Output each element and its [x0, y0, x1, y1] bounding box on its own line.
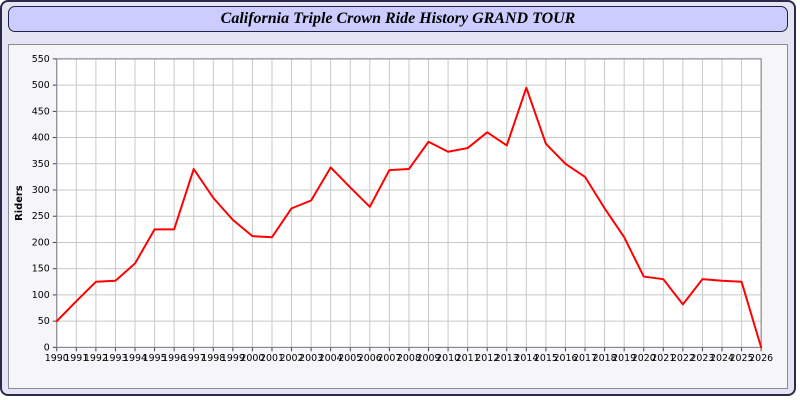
svg-text:2009: 2009: [416, 353, 440, 364]
svg-text:2013: 2013: [495, 353, 519, 364]
svg-text:Riders: Riders: [14, 185, 25, 221]
svg-text:1997: 1997: [182, 353, 206, 364]
svg-text:50: 50: [38, 316, 50, 327]
svg-text:2010: 2010: [436, 353, 460, 364]
svg-text:2026: 2026: [749, 353, 773, 364]
svg-text:0: 0: [44, 342, 50, 353]
svg-text:200: 200: [32, 237, 50, 248]
svg-text:1998: 1998: [201, 353, 225, 364]
svg-text:2017: 2017: [573, 353, 597, 364]
svg-text:2008: 2008: [397, 353, 421, 364]
svg-text:2012: 2012: [475, 353, 499, 364]
svg-text:150: 150: [32, 264, 50, 275]
svg-text:2004: 2004: [319, 353, 343, 364]
svg-text:2002: 2002: [280, 353, 304, 364]
svg-text:2014: 2014: [514, 353, 538, 364]
svg-text:2015: 2015: [534, 353, 558, 364]
svg-text:450: 450: [32, 106, 50, 117]
svg-text:2019: 2019: [612, 353, 636, 364]
svg-text:2025: 2025: [730, 353, 754, 364]
chart-title-bar: California Triple Crown Ride History GRA…: [8, 6, 788, 32]
svg-text:1995: 1995: [143, 353, 167, 364]
svg-text:2023: 2023: [690, 353, 714, 364]
chart-title: California Triple Crown Ride History GRA…: [220, 10, 576, 27]
svg-text:2006: 2006: [358, 353, 382, 364]
svg-text:1994: 1994: [123, 353, 147, 364]
svg-text:2011: 2011: [456, 353, 480, 364]
svg-text:500: 500: [32, 80, 50, 91]
riders-line-chart: 0501001502002503003504004505005501990199…: [14, 54, 773, 364]
svg-text:1993: 1993: [103, 353, 127, 364]
svg-text:2003: 2003: [299, 353, 323, 364]
svg-text:2001: 2001: [260, 353, 284, 364]
svg-text:400: 400: [32, 133, 50, 144]
svg-text:2022: 2022: [671, 353, 695, 364]
svg-text:2018: 2018: [593, 353, 617, 364]
svg-text:300: 300: [32, 185, 50, 196]
svg-text:2020: 2020: [632, 353, 656, 364]
chart-panel: 0 50 100 150 200 250 300 350 400 450 500 550 1990 199…: [8, 44, 788, 389]
svg-text:100: 100: [32, 290, 50, 301]
svg-text:1999: 1999: [221, 353, 245, 364]
svg-text:2007: 2007: [377, 353, 401, 364]
svg-text:250: 250: [32, 211, 50, 222]
svg-text:2016: 2016: [553, 353, 577, 364]
svg-text:1991: 1991: [64, 353, 88, 364]
svg-text:2021: 2021: [651, 353, 675, 364]
svg-text:2024: 2024: [710, 353, 734, 364]
svg-text:2000: 2000: [240, 353, 264, 364]
svg-text:1996: 1996: [162, 353, 186, 364]
svg-text:1992: 1992: [84, 353, 108, 364]
svg-text:1990: 1990: [45, 353, 69, 364]
svg-text:2005: 2005: [338, 353, 362, 364]
svg-text:550: 550: [32, 54, 50, 65]
svg-text:350: 350: [32, 159, 50, 170]
